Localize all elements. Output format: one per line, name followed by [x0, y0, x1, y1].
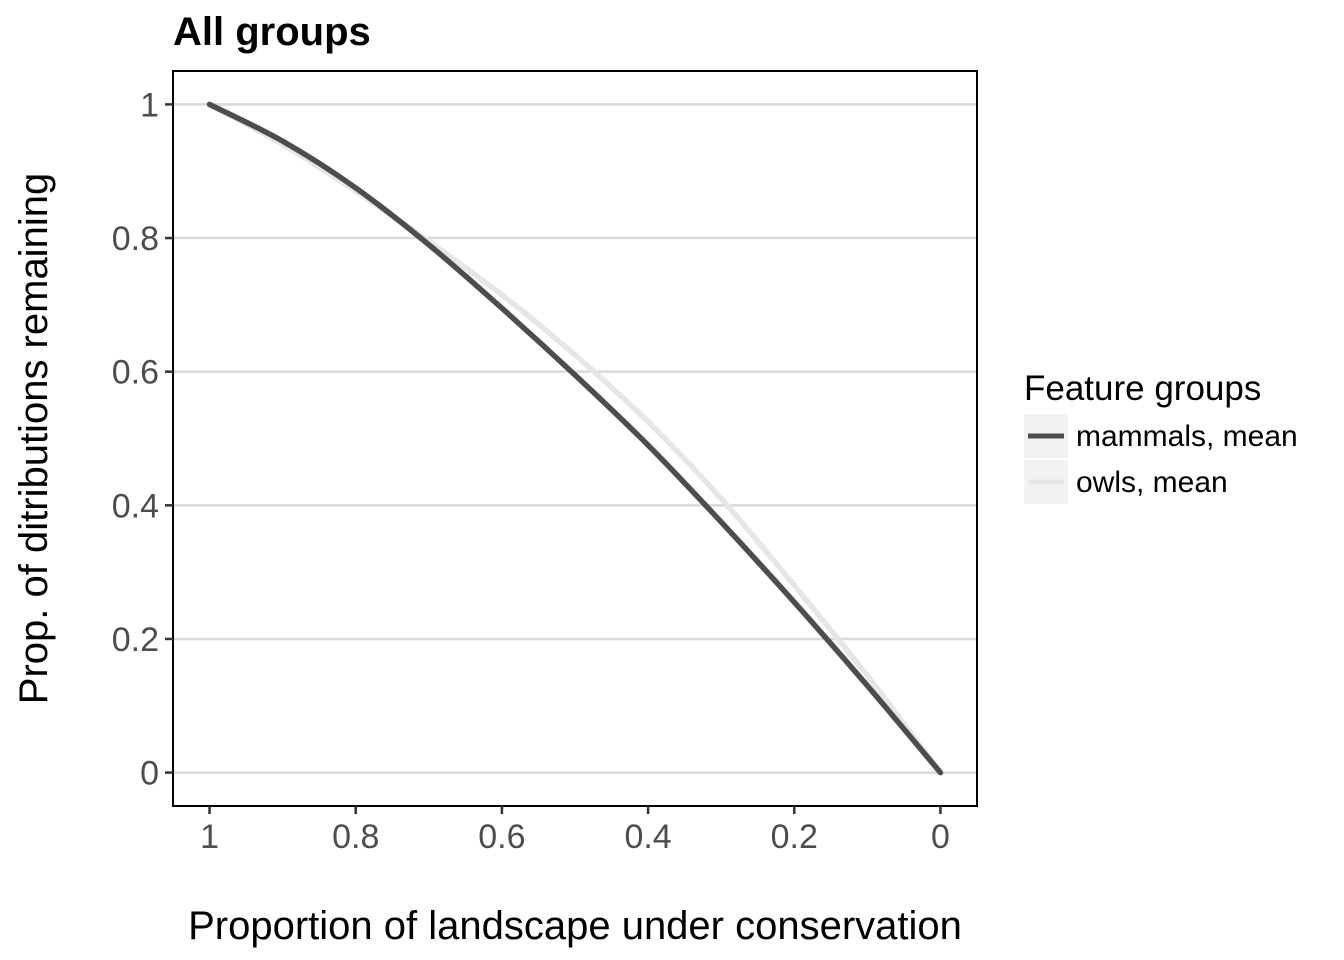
- x-tick-label: 0: [931, 818, 950, 856]
- legend-title: Feature groups: [1024, 369, 1261, 408]
- y-tick-label: 0.6: [112, 354, 159, 392]
- series-lines: [206, 101, 944, 776]
- y-axis-title: Prop. of ditributions remaining: [12, 173, 56, 704]
- legend-items: mammals, mean owls, mean: [1024, 414, 1298, 504]
- y-tick-label: 0.8: [112, 220, 159, 258]
- legend: Feature groups mammals, mean owls, mean: [1024, 369, 1298, 504]
- y-tick-label: 0.2: [112, 621, 159, 659]
- x-tick-label: 0.2: [771, 818, 818, 856]
- y-tick-label: 1: [140, 86, 159, 124]
- chart-title: All groups: [173, 10, 371, 54]
- y-axis-ticks: 0 0.2 0.4 0.6 0.8 1: [112, 86, 173, 793]
- legend-label: mammals, mean: [1076, 420, 1298, 453]
- series-line: [206, 101, 944, 776]
- legend-label: owls, mean: [1076, 466, 1228, 499]
- y-tick-label: 0.4: [112, 487, 159, 525]
- plot-panel-border: [172, 70, 978, 807]
- x-axis-title: Proportion of landscape under conservati…: [188, 904, 962, 948]
- x-tick-label: 0.4: [624, 818, 671, 856]
- x-tick-label: 0.6: [478, 818, 525, 856]
- x-axis-ticks: 1 0.8 0.6 0.4 0.2 0: [200, 806, 950, 856]
- x-tick-label: 1: [200, 818, 219, 856]
- x-tick-label: 0.8: [332, 818, 379, 856]
- y-tick-label: 0: [140, 755, 159, 793]
- grid-lines: [173, 103, 977, 774]
- series-line: [206, 101, 944, 776]
